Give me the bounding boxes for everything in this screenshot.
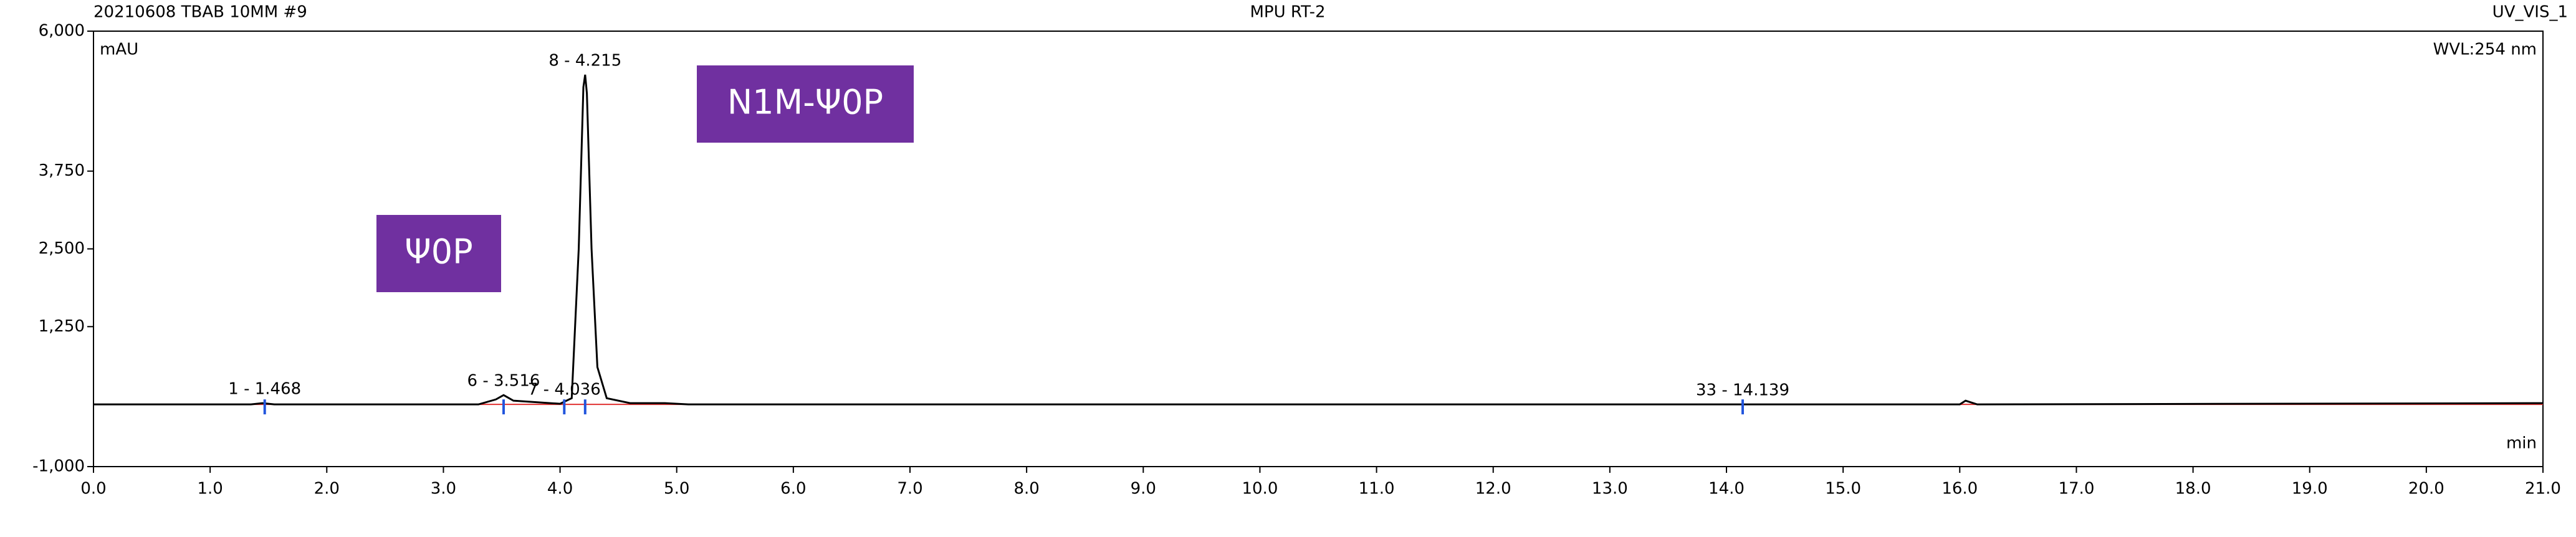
x-tick-label: 15.0 bbox=[1825, 480, 1861, 498]
x-tick-label: 17.0 bbox=[2058, 480, 2094, 498]
peak-label: 1 - 1.468 bbox=[228, 380, 301, 399]
wavelength: WVL:254 nm bbox=[2433, 40, 2537, 59]
x-tick-label: 19.0 bbox=[2292, 480, 2328, 498]
x-tick-label: 14.0 bbox=[1708, 480, 1745, 498]
annotation-box bbox=[697, 65, 914, 143]
peak-label: 7 - 4.036 bbox=[528, 381, 601, 399]
annotation: Ψ0P bbox=[405, 232, 472, 272]
x-tick-label: 3.0 bbox=[431, 480, 456, 498]
annotation-box bbox=[376, 215, 501, 292]
x-tick-label: 4.0 bbox=[547, 480, 573, 498]
peak-label: 6 - 3.516 bbox=[467, 372, 540, 391]
trace bbox=[93, 74, 2544, 406]
y-axis-unit: mAU bbox=[100, 40, 138, 59]
x-tick-label: 5.0 bbox=[664, 480, 689, 498]
y-tick-label: -1,000 bbox=[32, 457, 85, 476]
x-tick-label: 18.0 bbox=[2175, 480, 2211, 498]
peak-label: 8 - 4.215 bbox=[548, 51, 621, 70]
x-tick-label: 1.0 bbox=[197, 480, 223, 498]
y-tick-label: 6,000 bbox=[39, 22, 85, 40]
y-tick-label: 3,750 bbox=[39, 161, 85, 180]
y-tick-label: 1,250 bbox=[39, 317, 85, 336]
x-tick-label: 11.0 bbox=[1359, 480, 1395, 498]
x-tick-label: 13.0 bbox=[1592, 480, 1628, 498]
chart-title: MPU RT-2 bbox=[1250, 3, 1326, 22]
x-tick-label: 0.0 bbox=[80, 480, 106, 498]
x-tick-label: 12.0 bbox=[1475, 480, 1511, 498]
x-tick-label: 10.0 bbox=[1242, 480, 1278, 498]
y-tick-label: 2,500 bbox=[39, 239, 85, 258]
x-tick-label: 20.0 bbox=[2408, 480, 2444, 498]
x-tick-label: 8.0 bbox=[1013, 480, 1039, 498]
annotation: N1M-Ψ0P bbox=[727, 83, 883, 122]
x-tick-label: 16.0 bbox=[1942, 480, 1978, 498]
x-tick-label: 9.0 bbox=[1131, 480, 1156, 498]
x-tick-label: 21.0 bbox=[2525, 480, 2561, 498]
x-tick-label: 2.0 bbox=[314, 480, 340, 498]
x-tick-label: 7.0 bbox=[897, 480, 922, 498]
x-axis-unit: min bbox=[2506, 434, 2537, 453]
channel-name: UV_VIS_1 bbox=[2492, 3, 2568, 22]
peak-label: 33 - 14.139 bbox=[1696, 381, 1789, 400]
sample-name: 20210608 TBAB 10MM #9 bbox=[93, 3, 307, 22]
x-tick-label: 6.0 bbox=[780, 480, 806, 498]
